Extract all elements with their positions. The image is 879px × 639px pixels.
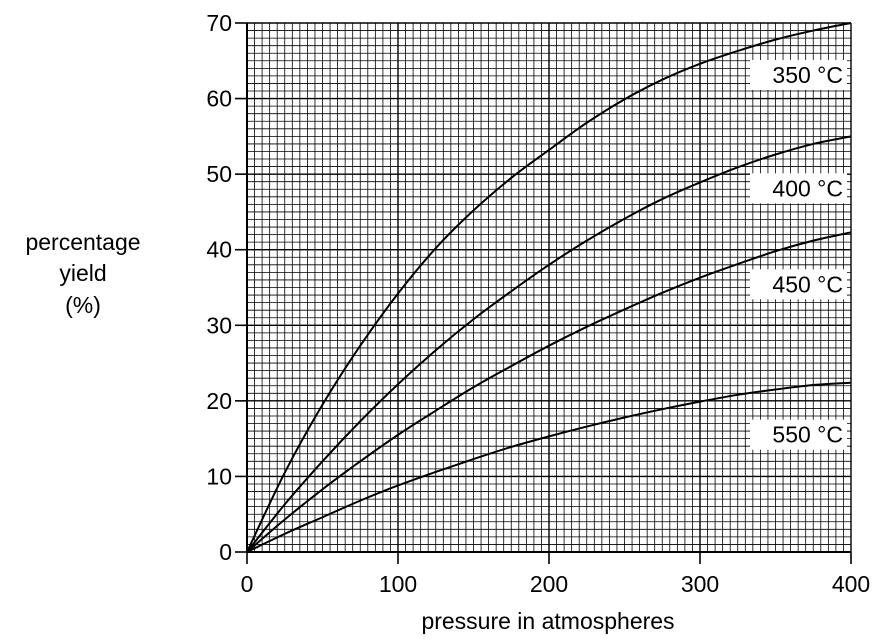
series-line [246, 135, 852, 553]
series-line [246, 231, 852, 553]
series-label-background [750, 173, 847, 204]
y-tick-label: 20 [206, 388, 232, 414]
series-label-background [750, 419, 847, 450]
y-tick-label: 10 [206, 463, 232, 489]
x-tick-label: 100 [379, 571, 417, 597]
x-tick-label: 200 [530, 571, 568, 597]
x-axis-label: pressure in atmospheres [421, 608, 674, 634]
series-labels: 350 °C 400 °C 450 °C 550 °C [750, 60, 847, 450]
series-lines [246, 22, 852, 553]
y-axis-label-line-1: percentage [25, 229, 140, 255]
axes [235, 22, 852, 564]
y-tick-label: 60 [206, 86, 232, 112]
y-tick-labels: 0 10 20 30 40 50 60 70 [206, 10, 232, 565]
x-tick-labels: 0 100 200 300 400 [241, 571, 871, 597]
series-label: 400 °C [772, 175, 843, 201]
series-label-background [750, 60, 847, 90]
y-tick-label: 40 [206, 237, 232, 263]
series-label-background [750, 269, 847, 300]
y-tick-label: 0 [219, 539, 232, 565]
y-tick-label: 50 [206, 161, 232, 187]
series-line [246, 381, 852, 553]
y-tick-label: 70 [206, 10, 232, 36]
series-label: 550 °C [772, 422, 843, 448]
series-label: 350 °C [772, 62, 843, 88]
y-axis-label-line-3: (%) [65, 292, 101, 318]
x-tick-label: 0 [241, 571, 254, 597]
series-line [246, 22, 852, 553]
x-tick-label: 300 [681, 571, 719, 597]
y-axis-label-line-2: yield [59, 260, 106, 286]
series-label: 450 °C [772, 271, 843, 297]
x-tick-label: 400 [832, 571, 870, 597]
y-tick-label: 30 [206, 312, 232, 338]
